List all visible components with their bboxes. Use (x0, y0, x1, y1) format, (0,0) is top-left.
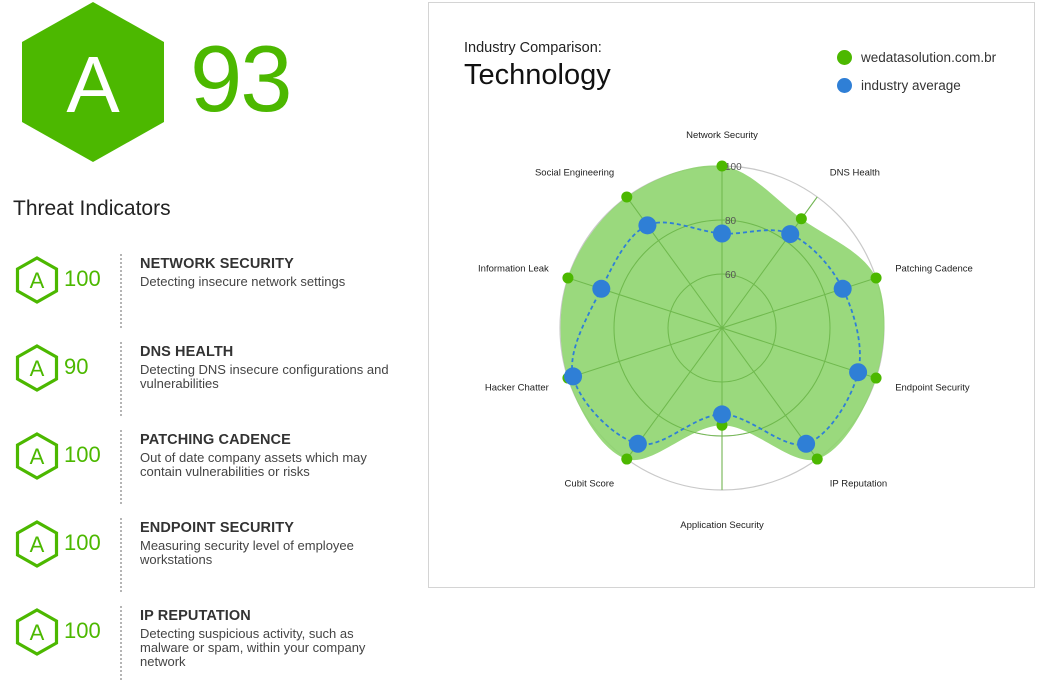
indicator-name: IP REPUTATION (140, 608, 251, 624)
overall-grade-letter: A (66, 40, 120, 129)
indicator-grade-letter: A (30, 532, 45, 557)
indicator-divider (120, 518, 122, 592)
indicator-divider (120, 606, 122, 680)
legend-industry-label: industry average (861, 78, 961, 93)
indicator-hex-outline (15, 344, 59, 392)
legend-industry-dot-icon (837, 78, 852, 93)
indicator-hex-outline (15, 432, 59, 480)
radar-axis-label: Endpoint Security (895, 382, 970, 393)
section-title: Threat Indicators (13, 197, 171, 220)
indicator-divider (120, 342, 122, 416)
series-industry-points (564, 216, 868, 453)
indicator-row[interactable]: A 100 NETWORK SECURITY Detecting insecure n… (0, 252, 420, 340)
company-point[interactable] (795, 213, 807, 225)
industry-point[interactable] (849, 363, 868, 382)
radar-ticks: 60 80 100 (725, 162, 742, 281)
indicator-divider (120, 430, 122, 504)
series-company-area (560, 165, 885, 461)
indicator-grade-letter: A (30, 444, 45, 469)
radar-axis-label: Application Security (680, 520, 764, 531)
indicator-name: PATCHING CADENCE (140, 432, 291, 448)
indicator-grade-letter: A (30, 356, 45, 381)
indicator-score: 100 (64, 618, 101, 643)
industry-point[interactable] (713, 224, 731, 243)
indicator-name: ENDPOINT SECURITY (140, 520, 294, 536)
radar-axis-label: Cubit Score (565, 478, 615, 489)
indicator-name: NETWORK SECURITY (140, 256, 294, 272)
indicator-description: Measuring security level of employee wor… (140, 538, 354, 567)
indicator-divider (120, 254, 122, 328)
radar-spoke-overlay (567, 327, 723, 379)
indicator-grade-hex-icon: A (15, 344, 59, 392)
radar-axis-label: DNS Health (830, 168, 880, 179)
indicator-description: Detecting suspicious activity, such as m… (140, 626, 366, 669)
indicator-row[interactable]: A 100 PATCHING CADENCE Out of date company … (0, 428, 420, 516)
company-point[interactable] (621, 453, 633, 465)
company-point[interactable] (870, 272, 882, 284)
radar-axis-label: Patching Cadence (895, 264, 973, 275)
company-point[interactable] (562, 272, 574, 284)
chart-subtitle: Industry Comparison: (464, 40, 602, 56)
indicator-grade-hex-icon: A (15, 608, 59, 656)
overall-grade-hex-icon: A (22, 2, 164, 162)
industry-point[interactable] (638, 216, 657, 235)
company-point[interactable] (870, 372, 882, 384)
indicator-score: 100 (64, 442, 101, 467)
industry-point[interactable] (781, 225, 800, 244)
indicator-hex-outline (15, 520, 59, 568)
company-point[interactable] (621, 191, 633, 203)
radar-tick-label: 100 (725, 162, 742, 173)
indicator-hex-outline (15, 256, 59, 304)
legend-company-label: wedatasolution.com.br (861, 50, 997, 65)
indicator-grade-hex-icon: A (15, 520, 59, 568)
indicator-grade-hex-icon: A (15, 256, 59, 304)
legend-company-dot-icon (837, 50, 852, 65)
industry-point[interactable] (628, 434, 647, 453)
company-point[interactable] (716, 160, 728, 172)
industry-point[interactable] (797, 434, 816, 453)
radar-axis-label: Network Security (686, 130, 758, 141)
radar-tick-label: 80 (725, 216, 737, 227)
radar-axis-label: Hacker Chatter (485, 382, 549, 393)
indicator-row[interactable]: A 100 ENDPOINT SECURITY Measuring security … (0, 516, 420, 604)
indicator-name: DNS HEALTH (140, 344, 234, 360)
indicator-grade-hex-icon: A (15, 432, 59, 480)
indicator-description: Detecting DNS insecure configurations an… (140, 362, 389, 391)
industry-point[interactable] (713, 405, 731, 424)
indicator-score: 90 (64, 354, 89, 379)
company-point[interactable] (811, 453, 823, 465)
industry-point[interactable] (833, 279, 852, 298)
indicator-row[interactable]: A 90 DNS HEALTH Detecting DNS insecure conf… (0, 340, 420, 428)
radar-chart: 60 80 100 Network Security DNS Health Patchin… (478, 130, 973, 531)
radar-axis-label: IP Reputation (830, 478, 887, 489)
radar-axis-labels: Network Security DNS Health Patching Caden… (478, 130, 973, 531)
indicator-grade-letter: A (30, 620, 45, 645)
industry-point[interactable] (564, 367, 583, 386)
overall-score: 93 (190, 26, 293, 131)
industry-point[interactable] (592, 279, 611, 298)
indicator-score: 100 (64, 530, 101, 555)
indicator-description: Out of date company assets which may con… (140, 450, 367, 479)
radar-axis-label: Information Leak (478, 264, 549, 275)
indicator-hex-outline (15, 608, 59, 656)
indicator-list: A 100 NETWORK SECURITY Detecting insecure n… (0, 252, 420, 683)
indicator-row[interactable]: A 100 IP REPUTATION Detecting suspicious ac… (0, 604, 420, 683)
indicator-score: 100 (64, 266, 101, 291)
indicator-grade-letter: A (30, 268, 45, 293)
radar-axis-label: Social Engineering (535, 168, 614, 179)
chart-title: Technology (464, 59, 611, 91)
indicator-description: Detecting insecure network settings (140, 274, 346, 289)
chart-panel: Industry Comparison: Technology wedataso… (428, 2, 1035, 588)
radar-tick-label: 60 (725, 270, 737, 281)
overall-grade-hex-shape (22, 2, 164, 162)
